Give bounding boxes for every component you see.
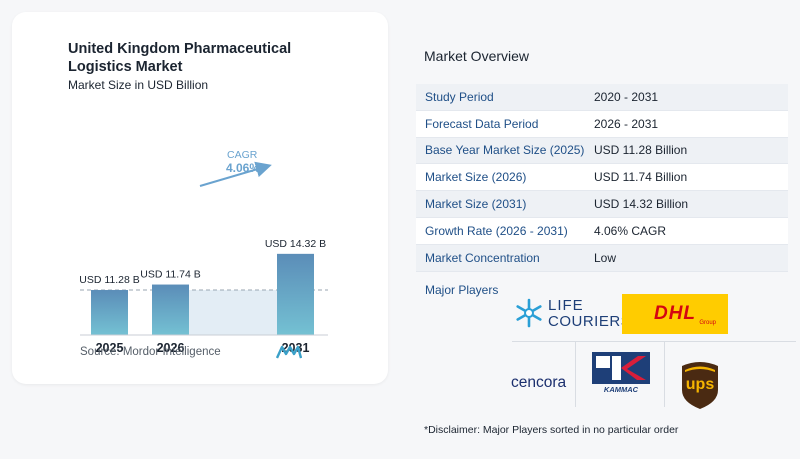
row-label: Base Year Market Size (2025) bbox=[425, 143, 585, 158]
row-label: Forecast Data Period bbox=[425, 116, 539, 131]
life-couriers-line1: LIFE bbox=[548, 297, 584, 314]
logo-grid-divider bbox=[512, 341, 796, 342]
logo-grid-divider bbox=[575, 341, 576, 407]
kammac-logo: KAMMAC bbox=[592, 352, 650, 396]
cagr-label: CAGR bbox=[227, 149, 258, 161]
overview-row: Market Concentration Low bbox=[416, 244, 788, 272]
data-label-2031: USD 14.32 B bbox=[265, 238, 326, 250]
mordor-intelligence-logo bbox=[276, 345, 302, 359]
ups-shield-icon bbox=[682, 362, 718, 409]
row-value: 2026 - 2031 bbox=[594, 116, 659, 131]
overview-row: Base Year Market Size (2025) USD 11.28 B… bbox=[416, 137, 788, 165]
dhl-logo: DHL Group bbox=[622, 294, 728, 334]
kammac-emblem-icon bbox=[592, 352, 650, 384]
disclaimer: *Disclaimer: Major Players sorted in no … bbox=[424, 424, 679, 436]
chart-subtitle: Market Size in USD Billion bbox=[68, 78, 209, 92]
overview-row: Study Period 2020 - 2031 bbox=[416, 84, 788, 111]
ups-logo: ups bbox=[678, 360, 722, 410]
overview-table: Study Period 2020 - 2031 Forecast Data P… bbox=[416, 84, 788, 272]
row-label: Study Period bbox=[425, 89, 494, 104]
cagr-annotation: CAGR 4.06% bbox=[199, 149, 272, 187]
row-value: USD 11.74 Billion bbox=[594, 170, 688, 185]
row-label: Market Size (2026) bbox=[425, 170, 527, 185]
dhl-wordmark: DHL bbox=[653, 303, 697, 324]
forecast-shade-rect bbox=[189, 290, 277, 335]
row-label: Market Concentration bbox=[425, 250, 540, 265]
bar-chart: USD 11.28 B USD 11.74 B USD 14.32 B 2025 20… bbox=[79, 149, 328, 355]
overview-title: Market Overview bbox=[424, 48, 530, 64]
major-players-label: Major Players bbox=[425, 283, 499, 297]
overview-row: Market Size (2031) USD 14.32 Billion bbox=[416, 191, 788, 218]
cagr-arrow bbox=[199, 161, 272, 187]
logo-grid-divider bbox=[664, 341, 665, 407]
life-couriers-line2: COURIERS bbox=[548, 313, 632, 330]
overview-row: Forecast Data Period 2026 - 2031 bbox=[416, 110, 788, 138]
snowflake-icon bbox=[516, 298, 542, 328]
life-couriers-logo: LIFE COURIERS bbox=[514, 293, 631, 335]
bar-2026 bbox=[152, 284, 189, 335]
row-value: USD 11.28 Billion bbox=[594, 143, 688, 158]
cagr-value: 4.06% bbox=[226, 161, 260, 175]
data-labels: USD 11.28 B USD 11.74 B USD 14.32 B bbox=[79, 238, 326, 286]
overview-row: Market Size (2026) USD 11.74 Billion bbox=[416, 164, 788, 192]
chart-source: Source: Mordor Intelligence bbox=[80, 346, 221, 358]
x-tick-labels: 2025 2026 2031 bbox=[96, 341, 310, 355]
ups-wordmark: ups bbox=[685, 376, 715, 393]
overview-row: Growth Rate (2026 - 2031) 4.06% CAGR bbox=[416, 217, 788, 245]
data-label-2026: USD 11.74 B bbox=[140, 269, 201, 281]
kammac-wordmark: KAMMAC bbox=[603, 385, 639, 394]
chart-title: United Kingdom Pharmaceutical Logistics … bbox=[68, 41, 292, 75]
row-value: Low bbox=[594, 250, 617, 265]
x-tick-2025: 2025 bbox=[96, 341, 124, 355]
row-value: 4.06% CAGR bbox=[594, 223, 667, 238]
row-value: USD 14.32 Billion bbox=[594, 197, 689, 212]
row-label: Growth Rate (2026 - 2031) bbox=[425, 223, 568, 238]
row-value: 2020 - 2031 bbox=[594, 89, 659, 104]
bar-2025 bbox=[91, 290, 128, 335]
data-label-2025: USD 11.28 B bbox=[79, 274, 140, 286]
bar-2031 bbox=[277, 253, 314, 335]
bars bbox=[91, 253, 314, 335]
cencora-logo: cencora bbox=[511, 374, 567, 391]
row-label: Market Size (2031) bbox=[425, 197, 527, 212]
forecast-shade bbox=[189, 290, 277, 335]
x-tick-2026: 2026 bbox=[157, 341, 185, 355]
dhl-group-text: Group bbox=[699, 320, 716, 326]
